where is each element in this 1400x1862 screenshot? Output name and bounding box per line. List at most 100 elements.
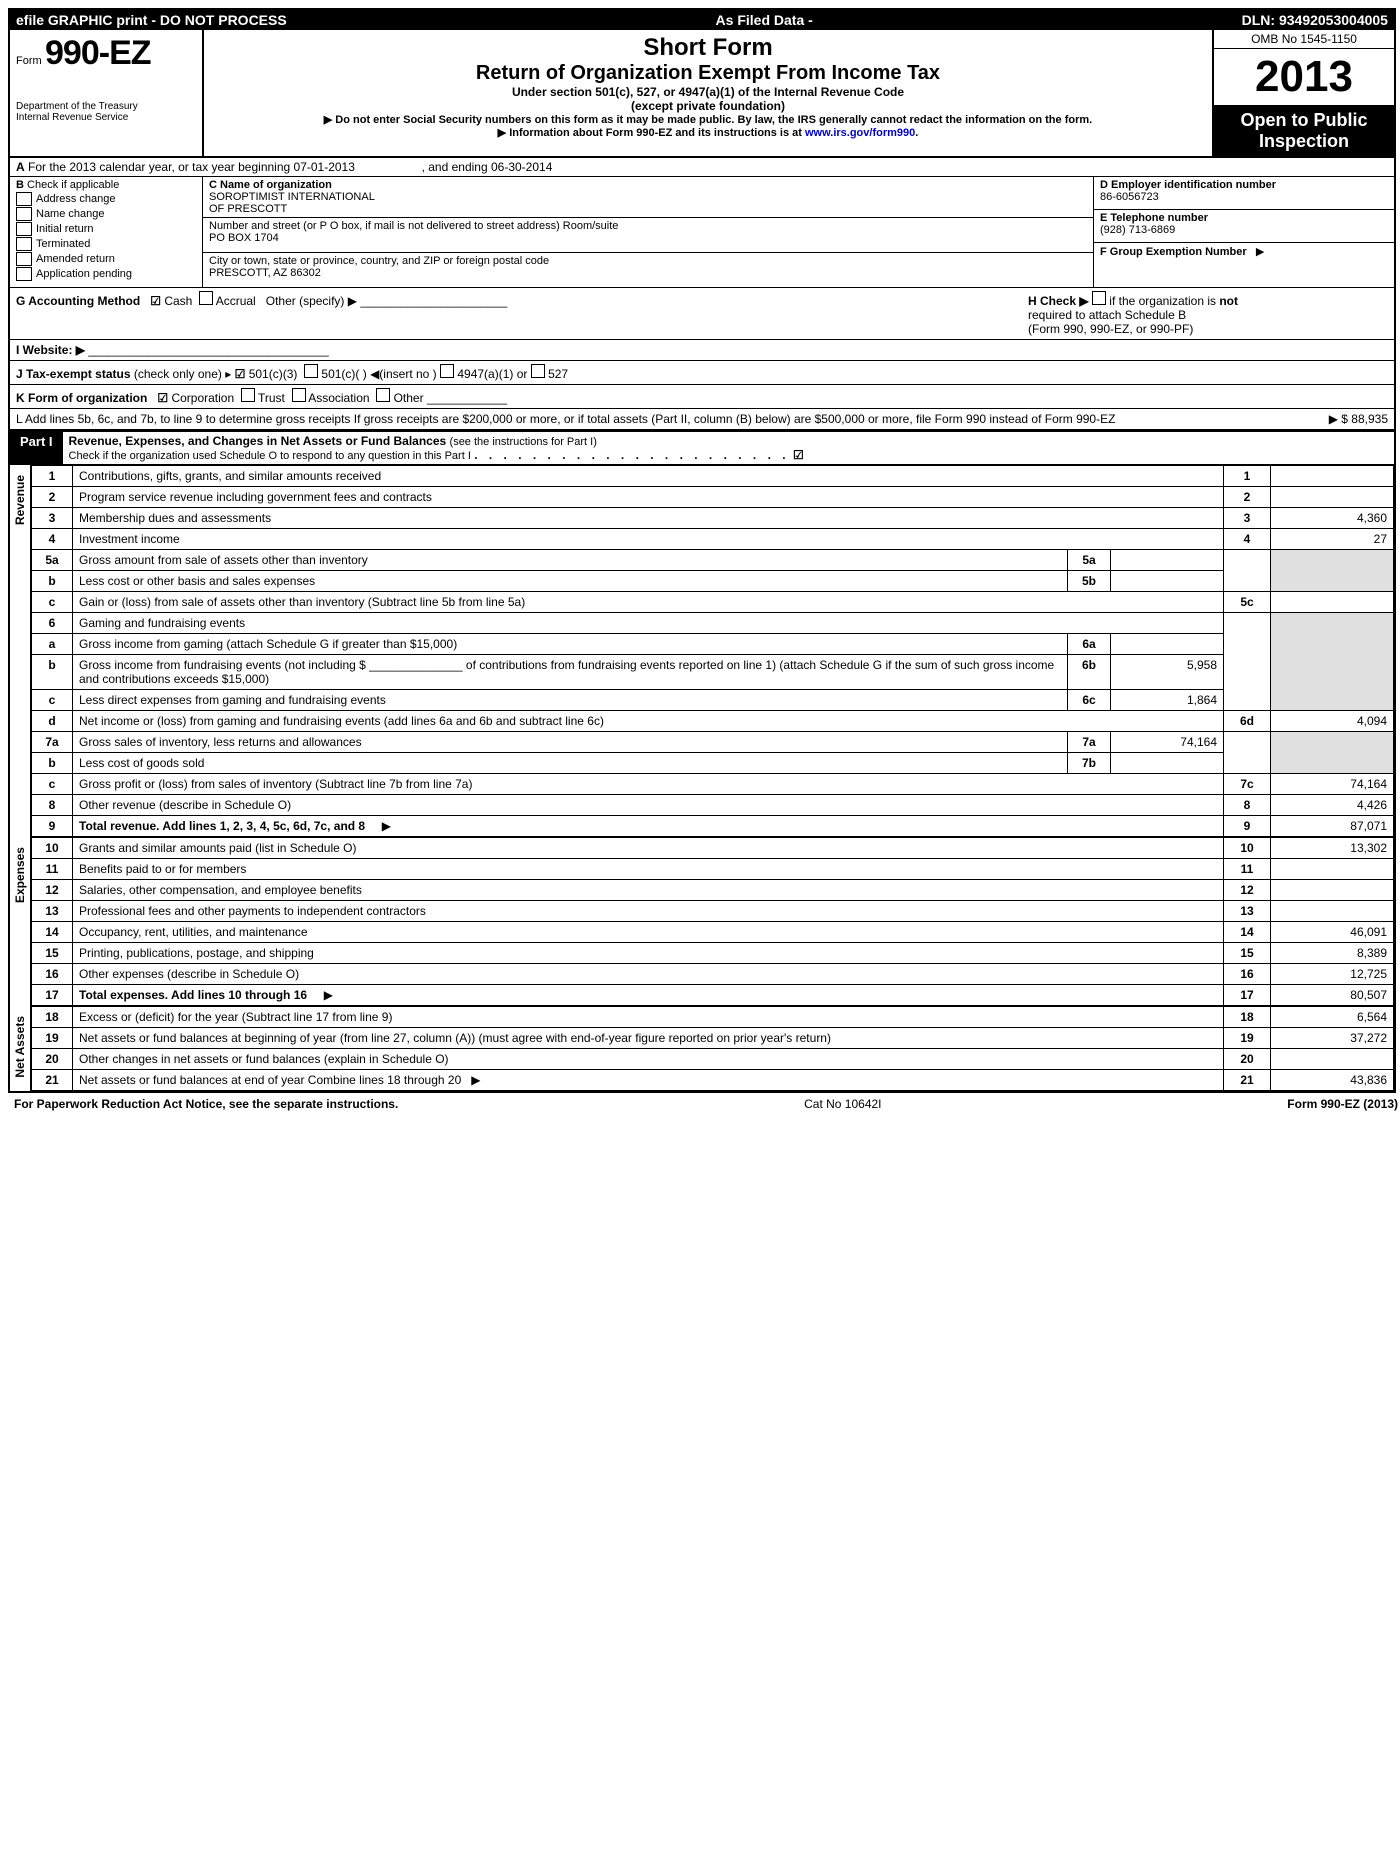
k-o4: Other [394,391,424,405]
chk-initial[interactable] [16,222,32,236]
f-arrow: ▶ [1256,246,1264,258]
chk-501c3-icon: ☑ [235,367,246,381]
opt-address: Address change [36,193,116,205]
f-label: F Group Exemption Number [1100,246,1247,258]
j-label: J Tax-exempt status [16,367,131,381]
footer-mid: Cat No 10642I [804,1097,881,1111]
row-l: L Add lines 5b, 6c, and 7b, to line 9 to… [10,409,1394,430]
info-pre: ▶ Information about Form 990-EZ and its … [498,127,805,139]
h-text3: (Form 990, 990-EZ, or 990-PF) [1028,322,1193,336]
footer-right: Form 990-EZ (2013) [1287,1097,1398,1111]
column-b: B Check if applicable Address change Nam… [10,177,203,287]
form-990ez: efile GRAPHIC print - DO NOT PROCESS As … [8,8,1396,1093]
page-footer: For Paperwork Reduction Act Notice, see … [8,1093,1400,1115]
city-label: City or town, state or province, country… [209,255,1087,267]
h-not: not [1219,294,1238,308]
org-name-1: SOROPTIMIST INTERNATIONAL [209,191,1087,203]
open-public-1: Open to Public [1218,110,1390,131]
chk-pending[interactable] [16,267,32,281]
row-k: K Form of organization ☑ Corporation Tru… [10,385,1394,409]
subtitle1: Under section 501(c), 527, or 4947(a)(1)… [212,85,1204,99]
column-def: D Employer identification number 86-6056… [1093,177,1394,287]
open-public: Open to Public Inspection [1214,106,1394,156]
row-g-h: G Accounting Method ☑ Cash Accrual Other… [10,288,1394,340]
h-text1: if the organization is [1109,294,1219,308]
main-title: Return of Organization Exempt From Incom… [212,62,1204,85]
k-o2: Trust [258,391,285,405]
topbar-left: efile GRAPHIC print - DO NOT PROCESS [16,12,287,28]
efile-topbar: efile GRAPHIC print - DO NOT PROCESS As … [10,10,1394,30]
part-1-check: Check if the organization used Schedule … [69,450,471,462]
c-label: C Name of organization [209,179,332,191]
chk-terminated[interactable] [16,237,32,251]
section-b-c-def: B Check if applicable Address change Nam… [10,177,1394,288]
expenses-table: 10Grants and similar amounts paid (list … [31,837,1394,1006]
e-label: E Telephone number [1100,212,1208,224]
chk-amended[interactable] [16,252,32,266]
street-label: Number and street (or P O box, if mail i… [209,220,1087,232]
expenses-label: Expenses [10,837,31,1006]
g-accrual: Accrual [216,294,256,308]
k-label: K Form of organization [16,391,147,405]
g-label: G Accounting Method [16,294,140,308]
chk-other[interactable] [376,388,390,402]
k-o3: Association [308,391,369,405]
header-right: OMB No 1545-1150 2013 Open to Public Ins… [1212,30,1394,156]
chk-corp-icon: ☑ [157,391,168,405]
column-c: C Name of organization SOROPTIMIST INTER… [203,177,1093,287]
dept-treasury: Department of the Treasury [16,101,196,112]
street-value: PO BOX 1704 [209,232,1087,244]
k-o1: Corporation [171,391,234,405]
chk-address[interactable] [16,192,32,206]
header-left: Form 990-EZ Department of the Treasury I… [10,30,204,156]
revenue-table: 1Contributions, gifts, grants, and simil… [31,465,1394,837]
g-cash: Cash [164,294,192,308]
revenue-label: Revenue [10,465,31,837]
chk-assoc[interactable] [292,388,306,402]
chk-accrual[interactable] [199,291,213,305]
chk-sched-o-icon: ☑ [793,448,804,462]
part-1-title-text: Revenue, Expenses, and Changes in Net As… [69,434,447,448]
h-label: H Check ▶ [1028,294,1089,308]
chk-527[interactable] [531,364,545,378]
j-o4: 527 [548,367,568,381]
form-prefix: Form [16,55,42,67]
form-header: Form 990-EZ Department of the Treasury I… [10,30,1394,158]
ein-value: 86-6056723 [1100,191,1159,203]
row-j: J Tax-exempt status (check only one) ▸ ☑… [10,361,1394,385]
j-paren: (check only one) ▸ [134,367,231,381]
dots: . . . . . . . . . . . . . . . . . . . . … [474,448,789,462]
row-a: A For the 2013 calendar year, or tax yea… [10,158,1394,177]
j-o2: 501(c)( ) ◀(insert no ) [321,367,436,381]
footer-left: For Paperwork Reduction Act Notice, see … [14,1097,398,1111]
d-label: D Employer identification number [1100,179,1276,191]
topbar-mid: As Filed Data - [716,12,813,28]
chk-h[interactable] [1092,291,1106,305]
h-text2: required to attach Schedule B [1028,308,1186,322]
topbar-right: DLN: 93492053004005 [1242,12,1388,28]
revenue-section: Revenue 1Contributions, gifts, grants, a… [10,465,1394,837]
dept-irs: Internal Revenue Service [16,112,196,123]
row-i: I Website: ▶ ___________________________… [10,340,1394,361]
expenses-section: Expenses 10Grants and similar amounts pa… [10,837,1394,1006]
opt-name: Name change [36,208,105,220]
part-1-subtitle: (see the instructions for Part I) [450,436,597,448]
omb-number: OMB No 1545-1150 [1214,30,1394,49]
chk-name[interactable] [16,207,32,221]
l-text: L Add lines 5b, 6c, and 7b, to line 9 to… [16,412,1329,426]
short-form-title: Short Form [212,34,1204,62]
org-name-2: OF PRESCOTT [209,203,1087,215]
irs-link[interactable]: www.irs.gov/form990 [805,127,915,139]
b-heading: Check if applicable [27,179,119,191]
chk-4947[interactable] [440,364,454,378]
chk-trust[interactable] [241,388,255,402]
opt-pending: Application pending [36,268,132,280]
city-value: PRESCOTT, AZ 86302 [209,267,1087,279]
chk-cash-icon: ☑ [150,294,161,308]
j-o3: 4947(a)(1) or [457,367,527,381]
netassets-label: Net Assets [10,1006,31,1091]
label-b: B [16,179,24,191]
label-a: A [16,160,25,174]
part-1-header: Part I Revenue, Expenses, and Changes in… [10,430,1394,465]
chk-501c[interactable] [304,364,318,378]
